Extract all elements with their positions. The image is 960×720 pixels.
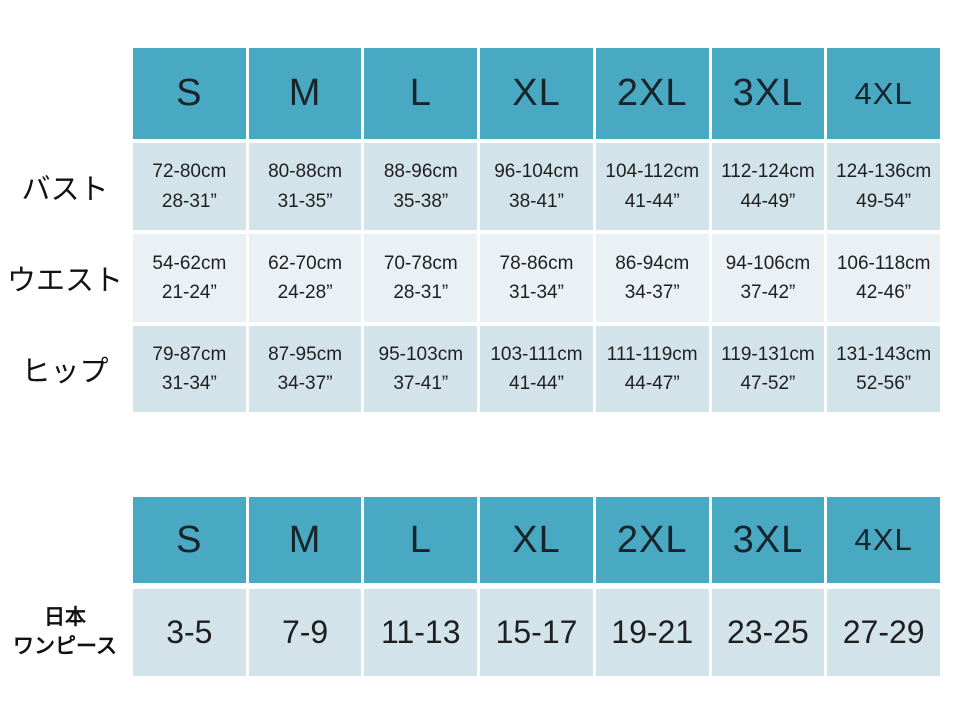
cell-waist-3xl: 94-106cm 37-42” [711, 234, 825, 322]
cell-hip-3xl: 119-131cm 47-52” [711, 326, 825, 412]
cell-inch: 24-28” [277, 282, 333, 303]
cell-cm: 112-124cm [721, 161, 815, 183]
cell-waist-s: 54-62cm 21-24” [133, 234, 246, 322]
cell-inch: 34-37” [624, 282, 680, 303]
top-header-4xl: 4XL [827, 48, 940, 139]
cell-inch: 37-41” [393, 373, 449, 394]
cell-waist-l: 70-78cm 28-31” [364, 234, 478, 322]
cell-bust-l: 88-96cm 35-38” [364, 143, 478, 230]
cell-hip-l: 95-103cm 37-41” [364, 326, 478, 412]
cell-cm: 62-70cm [268, 252, 343, 274]
measurement-table: S M L XL 2XL 3XL 4XL バスト 72-80cm 28-31” … [0, 48, 940, 412]
bottom-header-2xl: 2XL [595, 497, 709, 583]
cell-waist-m: 62-70cm 24-28” [248, 234, 362, 322]
cell-inch: 44-49” [740, 190, 796, 212]
cell-japan-2xl: 19-21 [595, 589, 709, 676]
cell-cm: 131-143cm [836, 343, 932, 365]
japan-label-line1: 日本 [44, 606, 86, 630]
top-table-corner [0, 48, 130, 139]
bottom-header-4xl: 4XL [827, 497, 940, 583]
cell-waist-xl: 78-86cm 31-34” [480, 234, 593, 322]
cell-inch: 41-44” [509, 373, 564, 394]
cell-inch: 42-46” [856, 282, 912, 303]
row-label-japan-dress: 日本 ワンピース [0, 589, 130, 676]
bottom-header-m: M [248, 497, 362, 583]
cell-cm: 104-112cm [605, 161, 700, 183]
cell-cm: 124-136cm [836, 161, 932, 183]
japan-label-line2: ワンピース [13, 634, 117, 658]
bottom-header-l: L [364, 497, 478, 583]
cell-inch: 31-34” [161, 373, 217, 394]
cell-cm: 79-87cm [152, 343, 227, 365]
cell-inch: 49-54” [856, 190, 912, 212]
cell-waist-2xl: 86-94cm 34-37” [595, 234, 709, 322]
cell-cm: 103-111cm [490, 343, 583, 365]
cell-inch: 34-37” [277, 373, 333, 394]
cell-bust-3xl: 112-124cm 44-49” [711, 143, 825, 230]
cell-waist-4xl: 106-118cm 42-46” [827, 234, 940, 322]
row-label-waist: ウエスト [6, 265, 123, 297]
cell-inch: 52-56” [856, 373, 912, 394]
cell-cm: 86-94cm [615, 252, 690, 274]
cell-japan-l: 11-13 [364, 589, 478, 676]
cell-bust-s: 72-80cm 28-31” [133, 143, 246, 230]
cell-hip-4xl: 131-143cm 52-56” [827, 326, 940, 412]
top-header-s: S [133, 48, 246, 139]
cell-inch: 47-52” [740, 373, 796, 394]
cell-cm: 78-86cm [499, 252, 574, 274]
cell-hip-2xl: 111-119cm 44-47” [595, 326, 709, 412]
top-header-l: L [364, 48, 478, 139]
cell-inch: 31-34” [509, 282, 564, 303]
row-label-hip: ヒップ [21, 356, 109, 388]
cell-cm: 80-88cm [268, 161, 343, 183]
cell-inch: 44-47” [624, 373, 680, 394]
bottom-header-s: S [133, 497, 246, 583]
cell-hip-xl: 103-111cm 41-44” [480, 326, 593, 412]
cell-japan-xl: 15-17 [480, 589, 593, 676]
cell-cm: 106-118cm [836, 252, 931, 274]
cell-hip-s: 79-87cm 31-34” [133, 326, 246, 412]
cell-inch: 41-44” [624, 190, 680, 212]
cell-bust-4xl: 124-136cm 49-54” [827, 143, 940, 230]
cell-bust-2xl: 104-112cm 41-44” [595, 143, 709, 230]
cell-cm: 96-104cm [494, 161, 579, 183]
cell-cm: 70-78cm [383, 252, 458, 274]
cell-cm: 95-103cm [378, 343, 464, 365]
bottom-header-3xl: 3XL [711, 497, 825, 583]
cell-inch: 21-24” [161, 282, 217, 303]
row-label-bust: バスト [21, 173, 109, 206]
top-header-m: M [248, 48, 362, 139]
cell-cm: 94-106cm [725, 252, 811, 274]
cell-cm: 72-80cm [152, 161, 227, 183]
cell-cm: 88-96cm [383, 161, 458, 183]
cell-bust-xl: 96-104cm 38-41” [480, 143, 593, 230]
cell-inch: 28-31” [393, 282, 449, 303]
cell-japan-3xl: 23-25 [711, 589, 825, 676]
cell-inch: 37-42” [740, 282, 796, 303]
cell-inch: 31-35” [277, 190, 333, 212]
cell-inch: 28-31” [161, 190, 217, 212]
bottom-header-xl: XL [480, 497, 593, 583]
top-header-xl: XL [480, 48, 593, 139]
cell-japan-4xl: 27-29 [827, 589, 940, 676]
cell-inch: 38-41” [509, 190, 564, 212]
cell-cm: 87-95cm [268, 343, 343, 365]
cell-inch: 35-38” [393, 190, 449, 212]
cell-cm: 119-131cm [721, 343, 815, 365]
cell-bust-m: 80-88cm 31-35” [248, 143, 362, 230]
top-header-3xl: 3XL [711, 48, 825, 139]
top-header-2xl: 2XL [595, 48, 709, 139]
cell-japan-m: 7-9 [248, 589, 362, 676]
cell-hip-m: 87-95cm 34-37” [248, 326, 362, 412]
bottom-table-corner [0, 497, 130, 583]
cell-cm: 111-119cm [606, 343, 698, 365]
cell-cm: 54-62cm [152, 252, 227, 274]
cell-japan-s: 3-5 [133, 589, 246, 676]
japan-size-table: S M L XL 2XL 3XL 4XL 日本 ワンピース 3-5 7-9 11… [0, 497, 940, 676]
